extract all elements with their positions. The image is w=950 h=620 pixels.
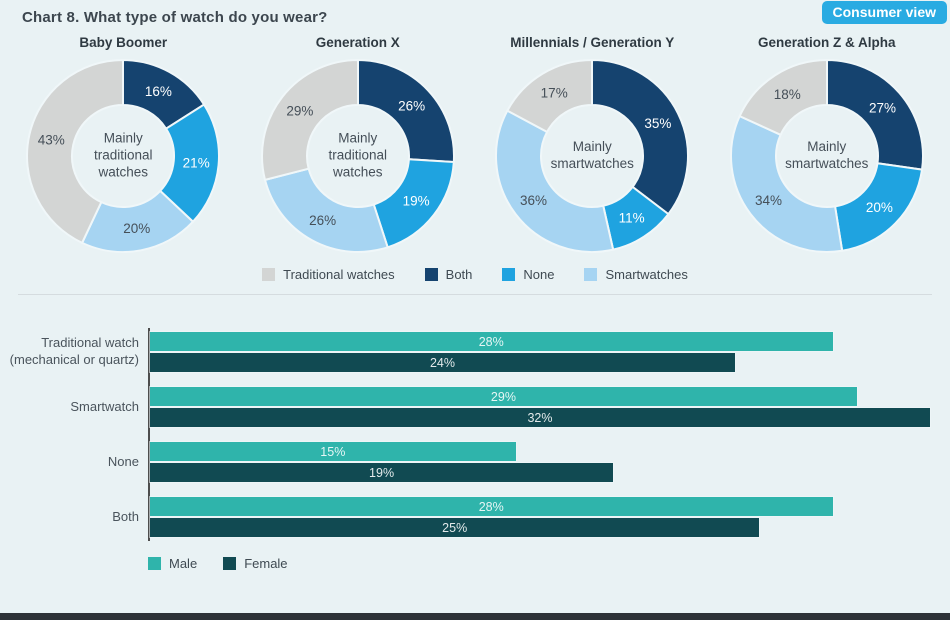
donut-slice-value: 43% — [38, 133, 65, 148]
donut-slice-value: 26% — [398, 98, 425, 113]
bar-group: 28% 24% — [150, 332, 930, 372]
consumer-view-badge: Consumer view — [821, 1, 947, 24]
bar-category-label: Both — [112, 508, 139, 524]
legend-swatch-icon — [223, 557, 237, 570]
legend-label: Female — [244, 556, 288, 571]
legend-item: Both — [424, 267, 473, 282]
donut-slice-value: 20% — [124, 221, 151, 236]
donut-slice — [825, 58, 924, 171]
donut-title: Millennials / Generation Y — [510, 35, 675, 50]
donut-center-label: Mainly traditional watches — [93, 130, 153, 180]
legend-item: Male — [148, 556, 197, 571]
page-title: Chart 8. What type of watch do you wear? — [22, 9, 328, 26]
bar-chart: Traditional watch (mechanical or quartz)… — [0, 328, 950, 541]
legend-label: Traditional watches — [283, 267, 395, 282]
donut-slice — [263, 167, 389, 253]
donut-center-label: Mainly smartwatches — [550, 139, 634, 171]
legend-item: None — [502, 267, 554, 282]
section-divider — [18, 294, 932, 295]
donut-chart: Generation X 26% 19% 26% 29% Mainly tradition… — [245, 35, 470, 254]
donut-slice — [591, 58, 690, 216]
bar-female: 19% — [150, 463, 614, 482]
donut-slice-value: 19% — [402, 194, 429, 209]
legend-swatch-icon — [584, 268, 598, 281]
donut-graphic: 26% 19% 26% 29% Mainly traditional watches — [260, 58, 456, 254]
legend-swatch-icon — [262, 268, 276, 281]
bar-value-label: 15% — [320, 444, 346, 459]
donut-graphic: 35% 11% 36% 17% Mainly smartwatches — [494, 58, 690, 254]
donut-slice — [506, 58, 594, 134]
bar-value-label: 24% — [429, 355, 456, 370]
donut-title: Baby Boomer — [79, 35, 168, 50]
bar-group: 29% 32% — [150, 387, 930, 427]
legend-label: Both — [445, 267, 473, 282]
donut-slice-value: 35% — [645, 116, 672, 131]
bar-legend: Male Female — [148, 556, 950, 571]
bar-male: 29% — [150, 387, 857, 406]
bar-female: 32% — [150, 408, 930, 427]
legend-swatch-icon — [148, 557, 161, 570]
bar-male: 28% — [150, 332, 833, 351]
legend-label: Smartwatches — [605, 267, 688, 282]
bar-group: 28% 25% — [150, 497, 930, 537]
donut-center-label: Mainly smartwatches — [785, 139, 869, 171]
legend-swatch-icon — [502, 268, 516, 281]
donut-charts-row: Baby Boomer 16% 21% 20% 43% Mainly traditiona… — [0, 35, 950, 254]
donut-graphic: 16% 21% 20% 43% Mainly traditional watches — [25, 58, 221, 254]
donut-chart: Generation Z & Alpha 27% 20% 34% 18% Mainly s… — [714, 35, 939, 254]
bar-category-label: Smartwatch — [70, 398, 139, 414]
legend-label: Male — [169, 556, 198, 571]
donut-slice — [260, 58, 359, 182]
donut-slice — [729, 114, 844, 253]
donut-title: Generation X — [315, 35, 400, 50]
bar-category-label: None — [107, 453, 139, 469]
donut-center-label: Mainly traditional watches — [328, 130, 388, 180]
bar-male: 28% — [150, 497, 833, 516]
donut-slice-value: 20% — [866, 200, 893, 215]
bar-group: 15% 19% — [150, 442, 930, 482]
bar-value-label: 19% — [369, 465, 395, 480]
donut-slice-value: 29% — [286, 104, 313, 119]
bar-value-label: 28% — [478, 499, 504, 514]
header: Chart 8. What type of watch do you wear?… — [0, 0, 950, 26]
donut-slice-value: 16% — [145, 84, 172, 99]
bar-female: 25% — [150, 518, 760, 537]
bar-category-label: Traditional watch (mechanical or quartz) — [9, 335, 139, 367]
bar-female: 24% — [150, 353, 735, 372]
donut-chart: Baby Boomer 16% 21% 20% 43% Mainly traditiona… — [11, 35, 236, 254]
donut-slice — [356, 58, 455, 164]
legend-item: Smartwatches — [584, 267, 688, 282]
donut-slice-value: 11% — [619, 210, 645, 225]
donut-chart: Millennials / Generation Y 35% 11% 36% 17% Ma… — [480, 35, 705, 254]
bar-value-label: 32% — [527, 410, 553, 425]
donut-slice — [738, 58, 828, 137]
legend-label: None — [523, 267, 555, 282]
legend-item: Female — [223, 556, 288, 571]
donut-graphic: 27% 20% 34% 18% Mainly smartwatches — [729, 58, 925, 254]
donut-slice — [26, 58, 125, 245]
donut-slice-value: 26% — [309, 213, 336, 228]
bar-male: 15% — [150, 442, 516, 461]
bar-value-label: 29% — [490, 389, 516, 404]
footer-bar — [0, 613, 950, 620]
bar-category-labels: Traditional watch (mechanical or quartz)… — [0, 328, 148, 541]
legend-swatch-icon — [424, 268, 438, 281]
donut-slice-value: 17% — [541, 86, 568, 101]
donut-slice-value: 34% — [755, 193, 782, 208]
donut-slice — [495, 109, 615, 253]
bar-value-label: 25% — [442, 520, 468, 535]
donut-legend: Traditional watches Both None Smartwatches — [0, 267, 950, 282]
donut-slice-value: 18% — [774, 87, 801, 102]
donut-slice-value: 27% — [869, 101, 896, 116]
donut-slice-value: 21% — [183, 156, 210, 171]
bar-value-label: 28% — [478, 334, 504, 349]
legend-item: Traditional watches — [262, 267, 395, 282]
donut-title: Generation Z & Alpha — [757, 35, 896, 50]
bar-plot-area: 28% 24% 29% 32% 15% 19% 28% 25% — [148, 328, 930, 541]
donut-slice-value: 36% — [520, 193, 547, 208]
